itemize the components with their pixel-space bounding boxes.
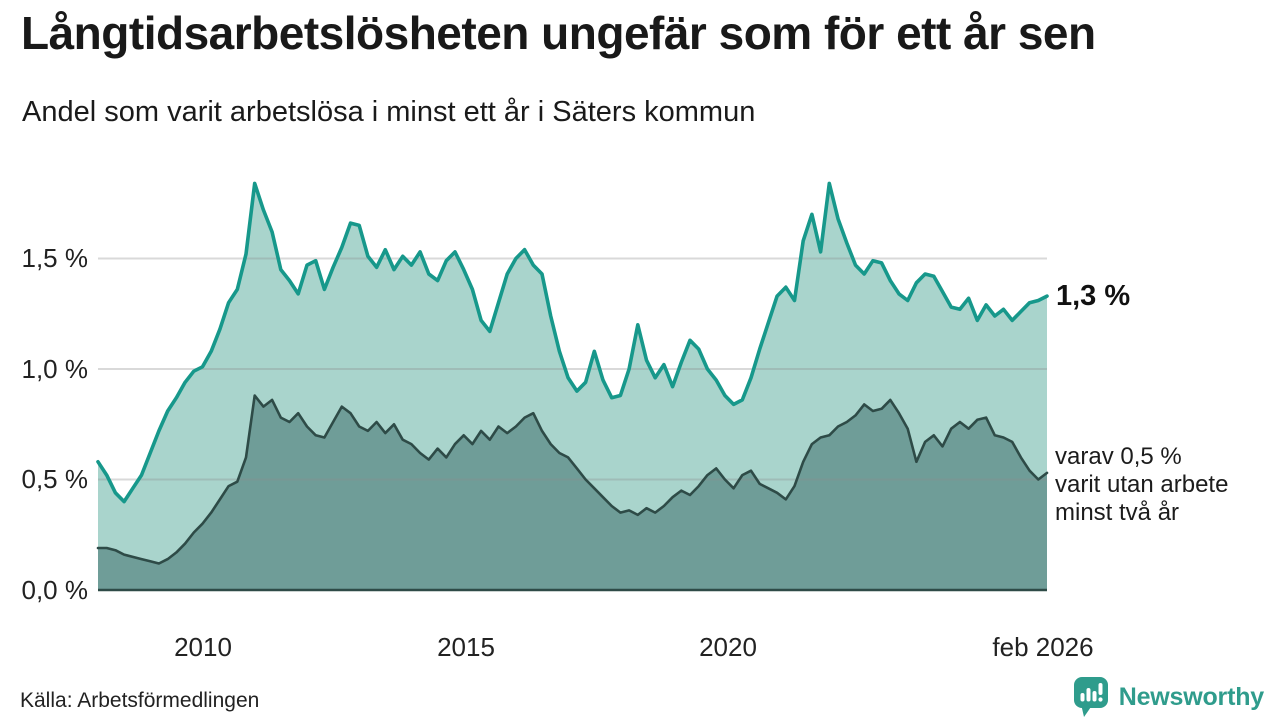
y-axis-tick-1-5: 1,5 % [21,243,89,273]
secondary-label-line: varav 0,5 % [1055,443,1182,470]
newsworthy-logo: Newsworthy [1073,676,1264,718]
end-value-label-primary: 1,3 % [1056,280,1131,312]
line-one-year [96,181,1049,504]
y-axis-tick-0-5: 0,5 % [21,464,89,494]
secondary-label-line: minst två år [1055,499,1180,526]
y-axis-tick-0-0: 0,0 % [21,575,89,605]
x-axis-tick-feb-2026: feb 2026 [992,632,1094,662]
chart-subtitle: Andel som varit arbetslösa i minst ett å… [22,96,756,128]
secondary-label-line: varit utan arbete [1055,471,1229,498]
x-axis-tick-2010: 2010 [174,632,232,662]
x-axis-tick-2020: 2020 [699,632,757,662]
chart-title: Långtidsarbetslösheten ungefär som för e… [21,7,1096,59]
y-axis-tick-1-0: 1,0 % [21,354,89,384]
newsworthy-logo-text: Newsworthy [1118,682,1264,711]
area-two-years [98,395,1047,590]
line-two-years [96,394,1049,565]
source-credit: Källa: Arbetsförmedlingen [20,689,260,712]
x-axis-tick-2015: 2015 [437,632,495,662]
end-value-label-secondary: varav 0,5 % varit utan arbete minst två … [1055,443,1228,527]
newsworthy-logo-icon [1073,677,1108,717]
